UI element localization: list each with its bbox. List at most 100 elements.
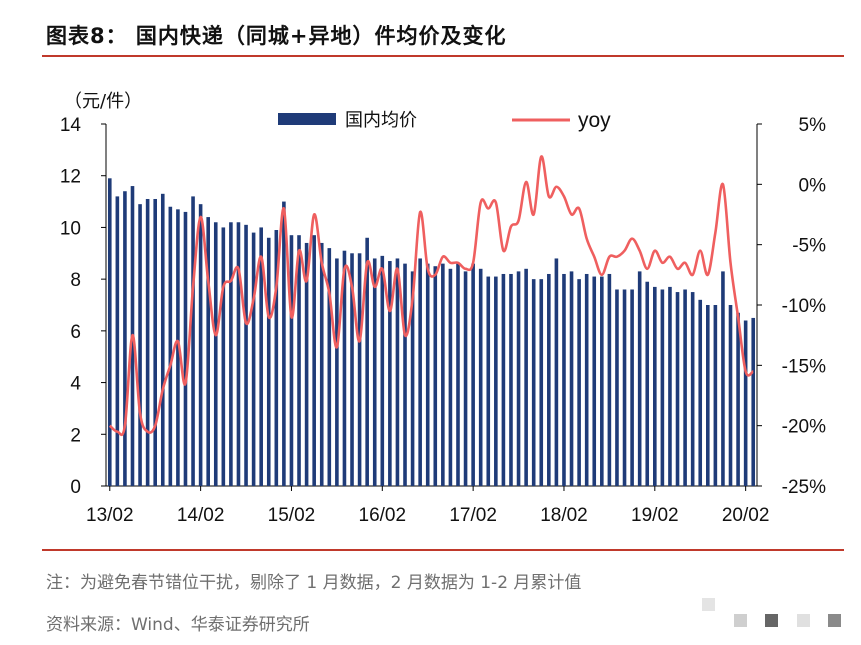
bar xyxy=(342,250,347,486)
bar xyxy=(516,271,521,486)
x-tick-label: 17/02 xyxy=(449,505,497,526)
bar xyxy=(600,276,604,486)
bar xyxy=(728,305,733,486)
left-tick-label: 6 xyxy=(70,322,81,343)
bar xyxy=(357,253,362,486)
bar xyxy=(736,312,740,486)
bar xyxy=(198,204,203,486)
bar-series xyxy=(107,178,756,487)
legend-swatch-bar xyxy=(278,113,336,125)
left-tick-label: 14 xyxy=(60,115,82,136)
bar xyxy=(509,273,513,486)
bar xyxy=(501,273,506,486)
bar xyxy=(615,289,619,486)
bar xyxy=(145,198,150,487)
bar xyxy=(403,263,407,486)
bar xyxy=(123,191,127,487)
bar xyxy=(380,255,385,486)
bar xyxy=(577,279,581,486)
bar xyxy=(547,273,551,486)
bar xyxy=(690,292,695,486)
right-tick-label: -25% xyxy=(782,477,826,498)
line-series xyxy=(108,155,754,437)
bar xyxy=(251,232,256,486)
top-divider xyxy=(42,55,844,57)
bar xyxy=(176,209,180,486)
bar xyxy=(395,258,400,486)
x-tick-label: 15/02 xyxy=(268,505,316,526)
bar xyxy=(160,193,165,486)
bar xyxy=(562,273,566,486)
bar xyxy=(622,289,627,486)
bar xyxy=(138,204,142,486)
bar xyxy=(630,289,634,486)
source-note: 资料来源：Wind、华泰证券研究所 xyxy=(46,615,310,635)
chart-axes: 0 2 4 6 8 10 12 14 -25% -20% -15% -10% -5% 0% 5% 13/02 1… xyxy=(60,115,826,526)
bar xyxy=(274,230,279,486)
bar xyxy=(266,237,271,486)
bar xyxy=(168,206,173,487)
bar xyxy=(229,222,233,486)
bar xyxy=(713,305,718,486)
x-tick-label: 19/02 xyxy=(631,505,679,526)
x-tick-label: 16/02 xyxy=(359,505,407,526)
watermark-square xyxy=(734,614,747,627)
bar xyxy=(471,263,475,486)
x-tick-label: 14/02 xyxy=(177,505,225,526)
bottom-divider xyxy=(42,549,844,551)
bar xyxy=(335,258,339,486)
right-tick-label: 0% xyxy=(799,175,827,196)
left-tick-label: 4 xyxy=(70,374,81,395)
bar xyxy=(668,286,672,486)
right-tick-label: -20% xyxy=(782,417,826,438)
bar xyxy=(350,253,354,486)
x-tick-label: 18/02 xyxy=(540,505,588,526)
bar xyxy=(425,263,430,486)
left-tick-label: 10 xyxy=(60,218,81,239)
bar xyxy=(244,224,248,486)
watermark-square xyxy=(765,614,778,627)
bar xyxy=(554,258,559,486)
bar xyxy=(524,268,528,486)
watermark-square xyxy=(828,614,841,627)
chart-title: 图表8： 国内快递（同城+异地）件均价及变化 xyxy=(46,24,507,48)
right-tick-label: -5% xyxy=(792,236,826,257)
left-tick-label: 12 xyxy=(60,167,81,188)
bar xyxy=(683,289,687,486)
bar xyxy=(297,235,301,486)
bar xyxy=(486,276,491,486)
bar xyxy=(448,268,453,486)
right-tick-label: -10% xyxy=(782,296,826,317)
left-tick-label: 8 xyxy=(70,270,81,291)
bar xyxy=(743,320,748,486)
bar xyxy=(637,271,642,486)
bar xyxy=(289,235,294,486)
bar xyxy=(206,217,210,486)
right-tick-label: -15% xyxy=(782,356,826,377)
bar xyxy=(418,258,422,486)
bar xyxy=(456,263,460,486)
bar xyxy=(653,286,657,486)
bar xyxy=(478,268,483,486)
bar xyxy=(221,227,226,486)
bar xyxy=(304,242,309,486)
bar xyxy=(751,317,756,486)
yoy-line xyxy=(108,155,754,437)
bar xyxy=(675,292,680,486)
bar xyxy=(592,276,597,486)
bar xyxy=(183,211,188,486)
bar xyxy=(494,276,498,486)
bar xyxy=(584,273,589,486)
right-tick-label: 5% xyxy=(799,115,827,136)
chart-legend: 国内均价 yoy xyxy=(278,109,611,132)
bar xyxy=(365,237,369,486)
bar xyxy=(115,196,120,486)
bar xyxy=(706,305,710,486)
bar xyxy=(433,266,438,486)
x-tick-label: 13/02 xyxy=(86,505,134,526)
bar xyxy=(319,242,324,486)
bar xyxy=(327,248,332,486)
x-tick-label: 20/02 xyxy=(722,505,770,526)
bar xyxy=(698,299,703,486)
